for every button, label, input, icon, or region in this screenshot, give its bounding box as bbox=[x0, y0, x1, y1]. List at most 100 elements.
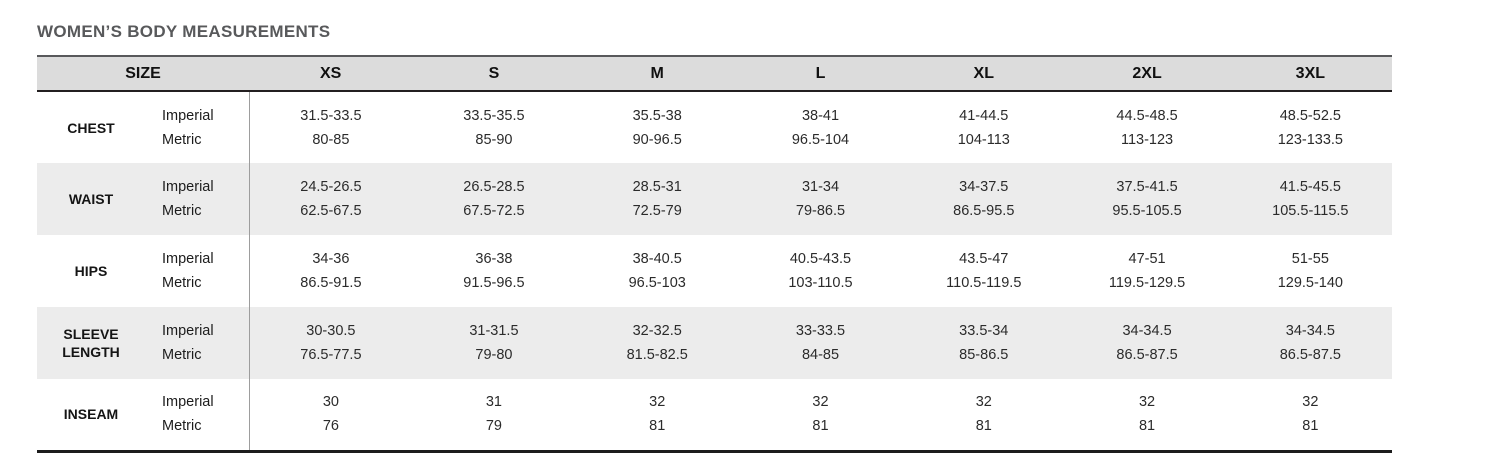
value-cell: 48.5-52.5 123-133.5 bbox=[1229, 91, 1392, 163]
value-cell: 38-40.5 96.5-103 bbox=[576, 235, 739, 307]
table-row: WAIST Imperial Metric 24.5-26.5 62.5-67.5 26.… bbox=[37, 163, 1392, 235]
metric-value: 104-113 bbox=[957, 131, 1010, 148]
metric-value: 67.5-72.5 bbox=[463, 203, 525, 219]
unit-labels-cell: Imperial Metric bbox=[145, 307, 250, 379]
metric-value: 62.5-67.5 bbox=[300, 203, 362, 219]
metric-value: 76 bbox=[322, 418, 339, 435]
size-column-header: S bbox=[412, 55, 576, 92]
value-cell: 31-31.5 79-80 bbox=[412, 307, 575, 379]
unit-label-metric: Metric bbox=[162, 203, 202, 219]
metric-value: 79 bbox=[485, 418, 502, 435]
value-cell: 33.5-35.5 85-90 bbox=[412, 91, 575, 163]
imperial-value: 31.5-33.5 bbox=[300, 107, 362, 124]
value-cell: 26.5-28.5 67.5-72.5 bbox=[412, 163, 575, 235]
table-body: CHEST Imperial Metric 31.5-33.5 80-85 33.5-35… bbox=[37, 91, 1392, 453]
imperial-value: 31-34 bbox=[801, 179, 840, 195]
page-title: WOMEN’S BODY MEASUREMENTS bbox=[37, 22, 331, 41]
value-cell: 47-51 119.5-129.5 bbox=[1065, 235, 1228, 307]
imperial-value: 30 bbox=[322, 394, 339, 411]
metric-value: 81 bbox=[649, 418, 666, 435]
imperial-value: 34-34.5 bbox=[1122, 323, 1172, 339]
imperial-value: 34-36 bbox=[312, 251, 350, 267]
imperial-value: 24.5-26.5 bbox=[300, 179, 362, 195]
imperial-value: 47-51 bbox=[1128, 251, 1166, 267]
value-cell: 34-34.5 86.5-87.5 bbox=[1065, 307, 1228, 379]
value-cell: 32 81 bbox=[738, 379, 903, 453]
metric-value: 90-96.5 bbox=[632, 131, 682, 148]
measurement-name: HIPS bbox=[74, 263, 108, 279]
metric-value: 113-123 bbox=[1120, 131, 1174, 148]
table-row: INSEAM Imperial Metric 30 76 31 79 32 81 32 81 32 81… bbox=[37, 379, 1392, 453]
imperial-value: 33.5-35.5 bbox=[463, 107, 525, 124]
imperial-value: 32 bbox=[649, 394, 666, 411]
metric-value: 86.5-91.5 bbox=[300, 275, 362, 291]
header-row: SIZE XS S M L XL 2XL 3XL bbox=[37, 55, 1392, 92]
metric-value: 86.5-95.5 bbox=[953, 203, 1015, 219]
value-cell: 28.5-31 72.5-79 bbox=[576, 163, 739, 235]
metric-value: 123-133.5 bbox=[1277, 131, 1343, 148]
unit-labels-cell: Imperial Metric bbox=[145, 91, 250, 163]
size-column-header: L bbox=[738, 55, 903, 92]
imperial-value: 30-30.5 bbox=[306, 323, 356, 339]
measurement-name: SLEEVE LENGTH bbox=[62, 326, 120, 360]
unit-labels-cell: Imperial Metric bbox=[145, 235, 250, 307]
value-cell: 35.5-38 90-96.5 bbox=[576, 91, 739, 163]
metric-value: 105.5-115.5 bbox=[1272, 203, 1349, 219]
value-cell: 33-33.5 84-85 bbox=[739, 307, 902, 379]
metric-value: 129.5-140 bbox=[1277, 275, 1343, 291]
imperial-value: 43.5-47 bbox=[959, 251, 1009, 267]
metric-value: 81 bbox=[975, 418, 992, 435]
imperial-value: 31-31.5 bbox=[469, 323, 519, 339]
metric-value: 95.5-105.5 bbox=[1112, 203, 1182, 219]
value-cell: 32 81 bbox=[902, 379, 1066, 453]
size-column-header: XS bbox=[249, 55, 413, 92]
imperial-value: 36-38 bbox=[475, 251, 513, 267]
imperial-value: 32 bbox=[1138, 394, 1156, 411]
size-column-header: 2XL bbox=[1065, 55, 1229, 92]
imperial-value: 32-32.5 bbox=[632, 323, 682, 339]
metric-value: 96.5-103 bbox=[628, 275, 686, 291]
value-cell: 31.5-33.5 80-85 bbox=[249, 91, 412, 163]
value-cell: 32-32.5 81.5-82.5 bbox=[576, 307, 739, 379]
value-cell: 34-36 86.5-91.5 bbox=[249, 235, 412, 307]
unit-label-metric: Metric bbox=[162, 131, 202, 148]
measurement-name: CHEST bbox=[67, 119, 115, 136]
value-cell: 43.5-47 110.5-119.5 bbox=[902, 235, 1065, 307]
value-cell: 38-41 96.5-104 bbox=[739, 91, 902, 163]
size-column-header: XL bbox=[902, 55, 1066, 92]
unit-label-imperial: Imperial bbox=[162, 394, 214, 411]
metric-value: 79-80 bbox=[475, 347, 513, 363]
imperial-value: 33-33.5 bbox=[795, 323, 846, 339]
unit-labels-cell: Imperial Metric bbox=[145, 379, 250, 453]
imperial-value: 32 bbox=[1302, 394, 1319, 411]
imperial-value: 28.5-31 bbox=[632, 179, 682, 195]
unit-label-imperial: Imperial bbox=[162, 323, 214, 339]
metric-value: 119.5-129.5 bbox=[1108, 275, 1186, 291]
unit-label-metric: Metric bbox=[162, 275, 202, 291]
value-cell: 30-30.5 76.5-77.5 bbox=[249, 307, 412, 379]
imperial-value: 41.5-45.5 bbox=[1279, 179, 1341, 195]
value-cell: 31 79 bbox=[412, 379, 576, 453]
imperial-value: 44.5-48.5 bbox=[1116, 107, 1178, 124]
value-cell: 34-37.5 86.5-95.5 bbox=[902, 163, 1065, 235]
value-cell: 32 81 bbox=[575, 379, 739, 453]
size-header-cell: SIZE bbox=[37, 55, 249, 92]
value-cell: 41.5-45.5 105.5-115.5 bbox=[1229, 163, 1392, 235]
imperial-value: 37.5-41.5 bbox=[1116, 179, 1178, 195]
imperial-value: 26.5-28.5 bbox=[463, 179, 525, 195]
imperial-value: 32 bbox=[975, 394, 992, 411]
imperial-value: 34-34.5 bbox=[1285, 323, 1335, 339]
metric-value: 80-85 bbox=[312, 131, 350, 148]
metric-value: 76.5-77.5 bbox=[300, 347, 362, 363]
unit-label-metric: Metric bbox=[162, 347, 202, 363]
unit-label-metric: Metric bbox=[162, 418, 202, 435]
imperial-value: 35.5-38 bbox=[632, 107, 682, 124]
imperial-value: 41-44.5 bbox=[959, 107, 1009, 124]
metric-value: 85-90 bbox=[475, 131, 513, 148]
value-cell: 51-55 129.5-140 bbox=[1229, 235, 1392, 307]
imperial-value: 33.5-34 bbox=[959, 323, 1009, 339]
measurement-name: INSEAM bbox=[37, 379, 145, 453]
metric-value: 84-85 bbox=[801, 347, 840, 363]
imperial-value: 38-41 bbox=[801, 107, 840, 124]
value-cell: 24.5-26.5 62.5-67.5 bbox=[249, 163, 412, 235]
